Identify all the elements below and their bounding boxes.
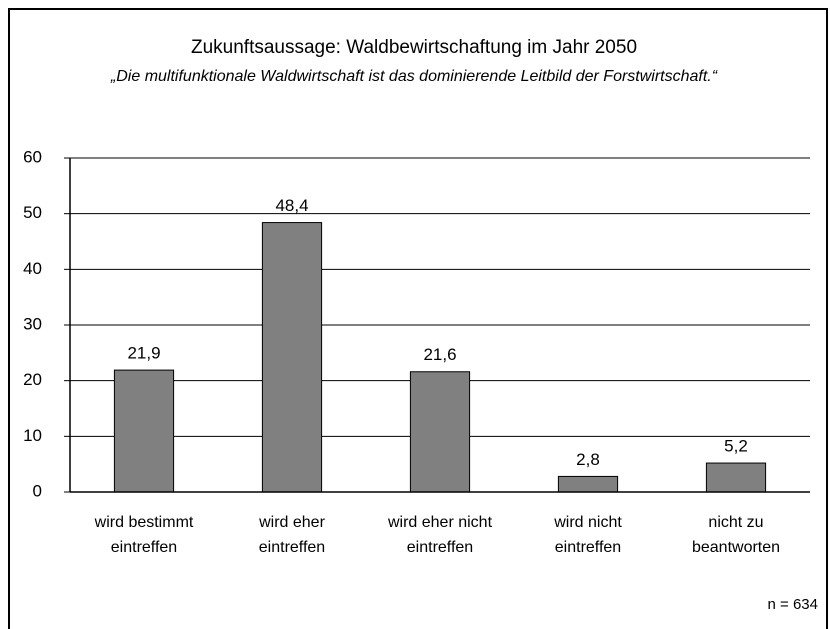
bar [705,462,767,493]
x-tick-label: wird eher nicht eintreffen [387,514,493,556]
chart-title: Zukunftsaussage: Waldbewirtschaftung im … [191,37,637,58]
x-tick-label: wird nicht eintreffen [553,514,622,556]
x-tick-label: nicht zu beantworten [692,514,780,556]
bar [113,369,175,493]
bar [557,475,619,493]
annotation: n = 634 [768,596,818,613]
y-tick-label: 50 [23,203,42,222]
value-label: 21,9 [127,344,160,363]
value-label: 2,8 [576,450,600,469]
x-tick-label: wird bestimmt eintreffen [94,514,194,556]
y-tick-label: 0 [33,481,42,500]
value-label: 5,2 [724,437,748,456]
x-tick-label: wird eher eintreffen [258,514,325,556]
y-tick-label: 60 [23,147,42,166]
bar [409,371,471,493]
y-tick-label: 30 [23,314,42,333]
chart-subtitle: „Die multifunktionale Waldwirtschaft ist… [110,68,719,85]
y-tick-label: 10 [23,426,42,445]
y-tick-label: 40 [23,259,42,278]
y-tick-label: 20 [23,370,42,389]
value-label: 48,4 [275,196,308,215]
chart-frame [8,8,828,629]
value-label: 21,6 [423,345,456,364]
bar [261,222,323,493]
